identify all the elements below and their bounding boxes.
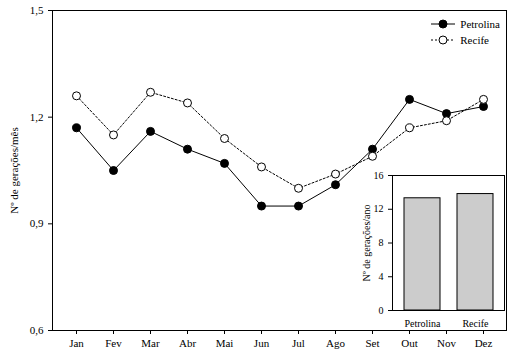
svg-text:Jan: Jan: [69, 337, 84, 349]
svg-text:0: 0: [379, 305, 384, 316]
svg-text:1,2: 1,2: [30, 111, 44, 123]
html-text:Recife: Recife: [460, 34, 489, 46]
svg-text:Set: Set: [365, 337, 379, 349]
svg-text:Nº de gerações/mês: Nº de gerações/mês: [8, 127, 20, 214]
svg-text:Petrolina: Petrolina: [404, 318, 441, 329]
svg-text:1,5: 1,5: [30, 4, 44, 16]
svg-text:Jun: Jun: [254, 337, 270, 349]
svg-text:Mai: Mai: [216, 337, 234, 349]
svg-text:Abr: Abr: [179, 337, 196, 349]
html-text:Petrolina: Petrolina: [460, 18, 500, 30]
svg-text:Dez: Dez: [475, 337, 493, 349]
svg-text:12: 12: [374, 203, 384, 214]
svg-text:16: 16: [374, 170, 384, 181]
svg-text:Nov: Nov: [437, 337, 456, 349]
svg-text:Jul: Jul: [292, 337, 305, 349]
svg-text:4: 4: [379, 271, 384, 282]
svg-text:8: 8: [379, 237, 384, 248]
svg-text:Recife: Recife: [462, 318, 489, 329]
svg-text:Ago: Ago: [326, 337, 345, 349]
svg-text:0,9: 0,9: [30, 217, 44, 229]
svg-text:Out: Out: [401, 337, 418, 349]
svg-text:Fev: Fev: [105, 337, 122, 349]
svg-text:Nº de gerações/ano: Nº de gerações/ano: [361, 205, 372, 282]
svg-text:Mar: Mar: [141, 337, 160, 349]
svg-text:0,6: 0,6: [30, 324, 44, 336]
